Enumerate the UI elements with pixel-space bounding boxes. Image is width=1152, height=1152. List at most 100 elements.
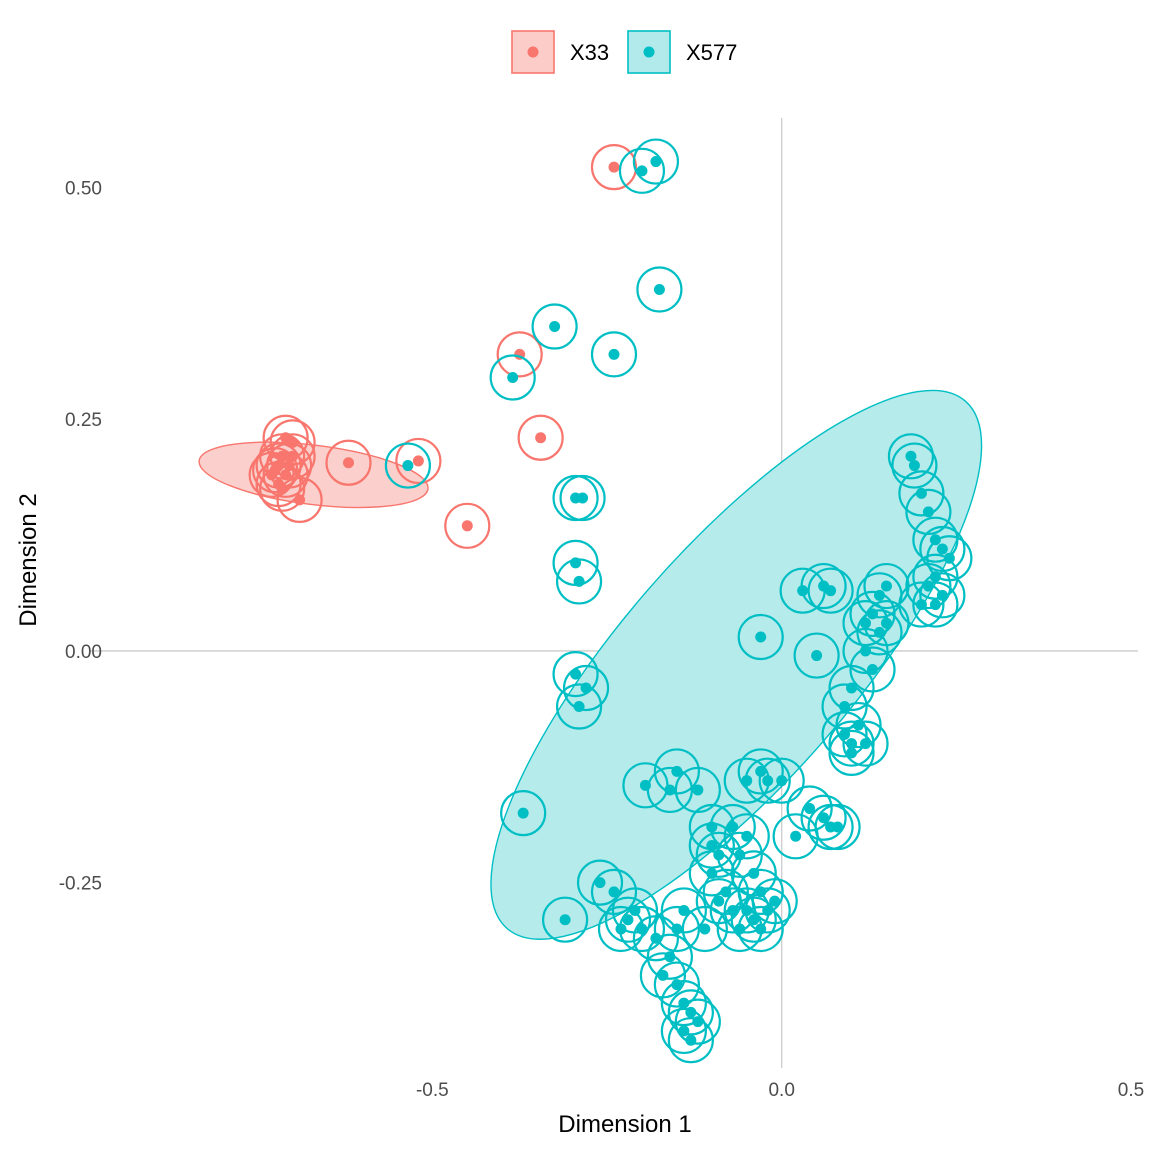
legend-dot-x577 bbox=[643, 46, 655, 58]
data-point-x577 bbox=[713, 895, 725, 907]
data-point-x33 bbox=[608, 161, 620, 173]
point-ring-x577 bbox=[590, 331, 638, 378]
data-point-x577 bbox=[559, 914, 571, 926]
point-ring-x577 bbox=[688, 822, 735, 869]
point-ring-x577 bbox=[891, 442, 938, 489]
data-point-x577 bbox=[622, 914, 634, 926]
ellipse-x577 bbox=[490, 389, 983, 940]
data-point-x577 bbox=[573, 575, 585, 587]
point-ring-x577 bbox=[590, 868, 638, 916]
point-ring-x577 bbox=[919, 525, 966, 573]
point-ring-x577 bbox=[842, 720, 889, 767]
data-point-x577 bbox=[769, 895, 781, 907]
point-ring-x577 bbox=[905, 488, 952, 536]
point-ring-x577 bbox=[695, 831, 742, 878]
point-ring-x577 bbox=[667, 1017, 714, 1064]
point-ring-x577 bbox=[688, 850, 735, 897]
point-ring-x577 bbox=[660, 980, 707, 1027]
point-ring-x33 bbox=[262, 451, 309, 498]
point-ring-x577 bbox=[555, 683, 603, 730]
data-point-x577 bbox=[908, 460, 920, 472]
data-point-x577 bbox=[594, 877, 606, 889]
data-point-x577 bbox=[762, 904, 774, 916]
point-ring-x577 bbox=[618, 147, 666, 194]
legend: X33 X577 bbox=[511, 30, 737, 74]
point-ring-x33 bbox=[266, 442, 313, 489]
point-ring-x577 bbox=[559, 474, 606, 522]
data-point-x577 bbox=[846, 738, 858, 750]
data-point-x577 bbox=[929, 599, 941, 611]
data-point-x577 bbox=[657, 969, 669, 981]
data-point-x577 bbox=[692, 784, 704, 796]
data-point-x577 bbox=[706, 840, 718, 852]
point-ring-x577 bbox=[618, 905, 666, 953]
point-ring-x577 bbox=[489, 354, 536, 401]
point-ring-x577 bbox=[723, 757, 770, 804]
data-point-x577 bbox=[880, 580, 892, 592]
point-ring-x577 bbox=[667, 989, 714, 1036]
legend-dot-x33 bbox=[527, 46, 539, 58]
point-ring-x577 bbox=[709, 887, 756, 934]
y-axis-title: Dimension 2 bbox=[15, 493, 42, 626]
data-point-x577 bbox=[636, 923, 648, 935]
data-point-x577 bbox=[727, 821, 739, 833]
point-ring-x577 bbox=[744, 887, 791, 934]
data-point-x577 bbox=[402, 460, 414, 472]
y-tick-label: 0.25 bbox=[65, 410, 102, 431]
data-point-x577 bbox=[636, 165, 648, 177]
data-point-x577 bbox=[922, 506, 934, 518]
point-ring-x577 bbox=[653, 961, 700, 1008]
point-ring-x577 bbox=[674, 766, 721, 814]
point-ring-x577 bbox=[632, 915, 680, 962]
point-ring-x577 bbox=[828, 720, 875, 767]
point-ring-x577 bbox=[849, 590, 896, 637]
point-ring-x33 bbox=[496, 331, 543, 378]
data-point-x577 bbox=[804, 802, 816, 814]
data-point-x33 bbox=[412, 455, 424, 467]
y-tick-label: 0.50 bbox=[65, 179, 102, 200]
ellipse-layer bbox=[198, 389, 983, 940]
point-ring-x33 bbox=[517, 414, 564, 461]
point-ring-x33 bbox=[269, 433, 316, 480]
data-point-x577 bbox=[915, 599, 927, 611]
point-ring-x577 bbox=[793, 632, 840, 679]
point-ring-x577 bbox=[541, 896, 589, 943]
data-point-x577 bbox=[650, 932, 662, 944]
data-point-x33 bbox=[287, 450, 299, 462]
data-point-x577 bbox=[825, 585, 837, 597]
point-ring-x577 bbox=[779, 567, 826, 614]
data-point-x577 bbox=[608, 348, 620, 360]
data-point-x577 bbox=[818, 812, 830, 824]
data-point-x33 bbox=[535, 432, 547, 444]
point-ring-x577 bbox=[758, 757, 805, 804]
y-tick-label: 0.00 bbox=[65, 642, 102, 663]
data-point-x577 bbox=[755, 765, 767, 777]
point-ring-x577 bbox=[723, 813, 770, 860]
x-axis-title: Dimension 1 bbox=[558, 1111, 691, 1138]
data-point-x577 bbox=[664, 784, 676, 796]
point-ring-x577 bbox=[856, 572, 903, 619]
point-ring-x33 bbox=[259, 465, 306, 512]
data-point-x577 bbox=[936, 543, 948, 555]
data-point-x577 bbox=[517, 807, 529, 819]
point-ring-x577 bbox=[660, 1007, 707, 1055]
data-point-x577 bbox=[860, 738, 872, 750]
data-point-x577 bbox=[685, 1034, 697, 1046]
data-point-x577 bbox=[846, 747, 858, 759]
legend-label-x33: X33 bbox=[570, 40, 609, 65]
point-ring-x577 bbox=[730, 896, 777, 943]
y-tick-label: -0.25 bbox=[59, 874, 102, 895]
data-point-x577 bbox=[790, 830, 802, 842]
point-ring-x577 bbox=[835, 701, 882, 749]
data-point-x577 bbox=[507, 372, 519, 384]
data-point-x577 bbox=[653, 283, 665, 295]
point-ring-x577 bbox=[842, 627, 889, 675]
point-ring-x577 bbox=[807, 567, 854, 614]
data-point-x577 bbox=[577, 492, 589, 504]
x-tick-label: 0.5 bbox=[1118, 1080, 1144, 1101]
point-ring-x577 bbox=[912, 581, 959, 628]
point-ring-x577 bbox=[786, 785, 833, 832]
point-ring-x577 bbox=[562, 664, 610, 712]
point-ring-x577 bbox=[863, 562, 910, 610]
